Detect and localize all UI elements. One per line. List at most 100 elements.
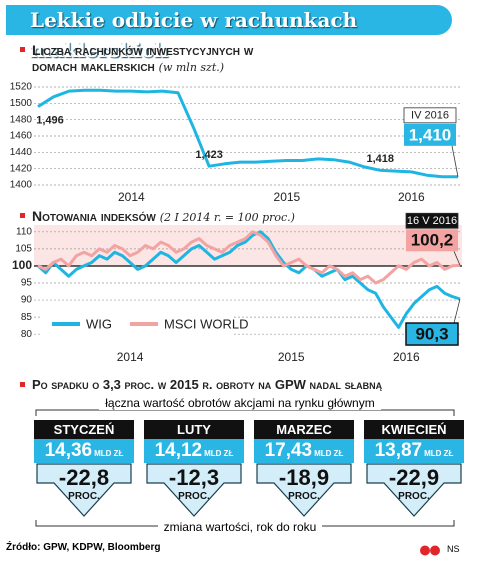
- callout-box: [405, 322, 459, 346]
- data-label: 1,418: [366, 153, 394, 165]
- arrow-shape: [256, 463, 352, 517]
- section-footer: zmiana wartości, rok do roku: [0, 520, 480, 534]
- data-label: 1,423: [195, 149, 223, 161]
- change-unit: PROC.: [288, 491, 320, 502]
- change-unit: PROC.: [178, 491, 210, 502]
- x-tick-label: 2014: [117, 350, 144, 364]
- value-unit: MLD ZŁ: [204, 449, 234, 458]
- banner-title: Lekkie odbicie w rachunkach maklerskich: [6, 5, 452, 62]
- value-text: 14,36: [44, 440, 93, 461]
- arrow-shape: [366, 463, 462, 517]
- data-line: [37, 230, 461, 285]
- chart-subtitle: (2 I 2014 r. = 100 proc.): [159, 211, 295, 224]
- callout-box: [404, 123, 456, 146]
- leader-line: [453, 298, 461, 324]
- annotation-box: [403, 107, 457, 124]
- callout-label: 90,3: [415, 325, 448, 344]
- legend-label: MSCI WORLD: [164, 316, 249, 331]
- subtitle-text: łączna wartość obrotów akcjami na rynku …: [99, 396, 381, 410]
- annotation: IV 2016: [411, 110, 449, 122]
- data-line: [36, 230, 461, 329]
- card: MARZEC 17,43 MLD ZŁ -18,9 PROC.: [254, 420, 354, 517]
- y-tick-label: 95: [21, 278, 33, 289]
- logo-circle: [430, 545, 440, 556]
- card: LUTY 14,12 MLD ZŁ -12,3 PROC.: [144, 420, 244, 517]
- callout-label: 1,410: [409, 125, 452, 144]
- y-tick-label: 105: [15, 244, 32, 255]
- card-value: 13,87 MLD ZŁ: [364, 439, 464, 463]
- data-label: 1,496: [36, 115, 64, 127]
- card-month: KWIECIEŃ: [364, 420, 464, 439]
- callout-box: [406, 229, 458, 252]
- arrow: [146, 463, 242, 517]
- card: STYCZEŃ 14,36 MLD ZŁ -22,8 PROC.: [34, 420, 134, 517]
- chart-title: Notowania indeksów (2 I 2014 r. = 100 pr…: [32, 208, 392, 226]
- x-tick-label: 2014: [118, 190, 145, 204]
- chart-title-text: Notowania indeksów: [32, 208, 156, 224]
- arrow: [36, 463, 132, 517]
- footer-text: zmiana wartości, rok do roku: [157, 520, 323, 534]
- change-value: -22,9: [388, 465, 440, 490]
- card-month: LUTY: [144, 420, 244, 439]
- y-tick-label: 1500: [10, 98, 33, 109]
- bullet: [20, 47, 25, 52]
- y-tick-label: 1520: [10, 82, 33, 93]
- arrow: [366, 463, 462, 517]
- arrow: [256, 463, 352, 517]
- y-tick-label: 85: [21, 312, 33, 323]
- y-tick-label: 1480: [10, 114, 33, 125]
- section-title: Po spadku o 3,3 proc. w 2015 r. obroty n…: [32, 377, 383, 392]
- section-subtitle: łączna wartość obrotów akcjami na rynku …: [0, 396, 480, 410]
- y-tick-label: 1400: [10, 180, 33, 191]
- credit: NS: [447, 544, 460, 554]
- y-tick-label: 1440: [10, 147, 33, 158]
- leader-line: [451, 145, 459, 177]
- leader-line: [453, 251, 461, 266]
- logo-icon: [420, 545, 440, 556]
- value-unit: MLD ZŁ: [314, 449, 344, 458]
- chart-title-text: Liczba rachunków inwestycyjnych w domach…: [32, 42, 254, 74]
- change-unit: PROC.: [68, 491, 100, 502]
- card-month: STYCZEŃ: [34, 420, 134, 439]
- card-value: 17,43 MLD ZŁ: [254, 439, 354, 463]
- logo-circle: [420, 545, 430, 556]
- y-tick-label: 110: [16, 226, 32, 237]
- x-tick-label: 2015: [274, 190, 301, 204]
- value-unit: MLD ZŁ: [424, 449, 454, 458]
- chart-title: Liczba rachunków inwestycyjnych w domach…: [32, 42, 292, 76]
- source: Źródło: GPW, KDPW, Bloomberg: [6, 542, 161, 553]
- bullet: [20, 213, 25, 218]
- logo: [420, 543, 440, 556]
- value-unit: MLD ZŁ: [94, 449, 124, 458]
- callout-label: 100,2: [411, 231, 454, 250]
- change-value: -12,3: [168, 465, 220, 490]
- value-text: 14,12: [154, 440, 203, 461]
- card: KWIECIEŃ 13,87 MLD ZŁ -22,9 PROC.: [364, 420, 464, 517]
- y-tick-label: 1420: [10, 163, 33, 174]
- bracket: [35, 409, 455, 416]
- change-value: -18,9: [278, 465, 330, 490]
- annotation: 16 V 2016: [407, 215, 457, 227]
- y-tick-label: 90: [21, 295, 33, 306]
- y-tick-label: 100: [12, 258, 32, 272]
- arrow-shape: [146, 463, 242, 517]
- change-unit: PROC.: [398, 491, 430, 502]
- arrow-shape: [36, 463, 132, 517]
- y-tick-label: 80: [21, 329, 33, 340]
- bullet: [20, 382, 25, 387]
- x-tick-label: 2016: [398, 190, 425, 204]
- reference-band: [34, 225, 462, 266]
- value-text: 17,43: [264, 440, 313, 461]
- change-value: -22,8: [58, 465, 110, 490]
- value-text: 13,87: [374, 440, 423, 461]
- x-tick-label: 2016: [393, 350, 420, 364]
- data-line: [37, 88, 458, 179]
- annotation-box: [405, 212, 459, 229]
- y-tick-label: 1460: [10, 131, 33, 142]
- card-month: MARZEC: [254, 420, 354, 439]
- legend-label: WIG: [86, 316, 112, 331]
- chart-subtitle: (w mln szt.): [158, 61, 225, 74]
- card-value: 14,12 MLD ZŁ: [144, 439, 244, 463]
